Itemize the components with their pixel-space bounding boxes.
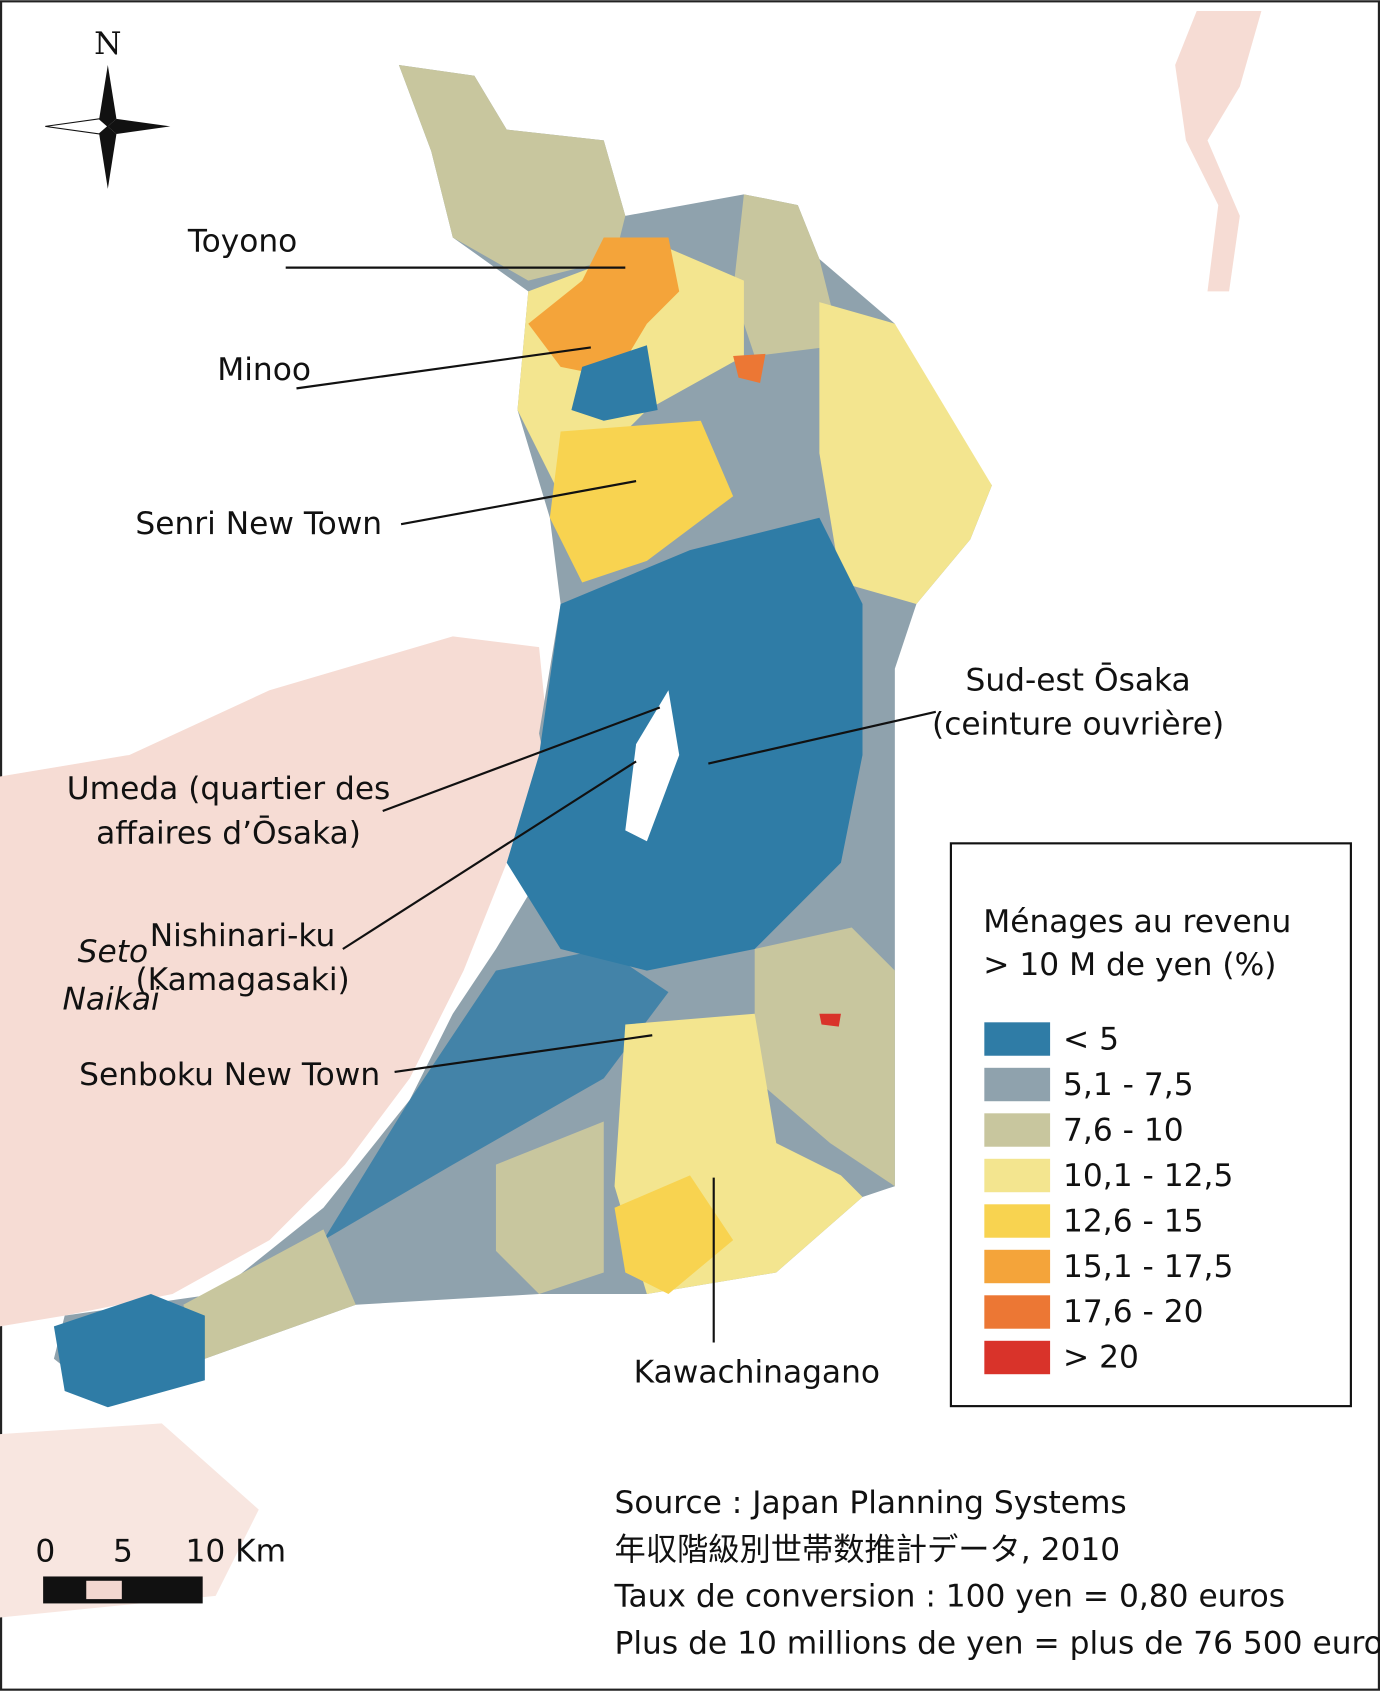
legend-label: 15,1 - 17,5 [1063,1249,1233,1285]
annotation: affaires d’Ōsaka) [96,813,361,851]
compass [45,64,171,189]
region [398,64,626,281]
scale-bar [43,1576,203,1604]
legend-swatch [984,1204,1051,1238]
annotation: (Kamagasaki) [135,962,349,998]
scale-label: 0 [35,1533,55,1569]
land-background [0,1423,259,1618]
scale-label: 5 [113,1533,133,1569]
gap [625,690,680,842]
legend-title: Ménages au revenu [983,904,1291,940]
region [819,302,992,604]
annotation: Senri New Town [135,506,382,542]
source-text: 年収階級別世帯数推計データ, 2010 [615,1532,1121,1568]
sea-label: Naikai [63,981,160,1017]
sea-label: Seto [78,934,148,970]
compass-label: N [94,26,121,62]
legend-swatch [984,1249,1051,1284]
legend-label: 5,1 - 7,5 [1063,1067,1194,1103]
legend-swatch [984,1158,1051,1193]
region [183,1229,356,1359]
annotation: Senboku New Town [79,1057,380,1093]
scale-label: 10 Km [185,1533,286,1569]
annotation: Toyono [187,223,297,259]
annotation: Sud-est Ōsaka [966,660,1191,698]
region [571,345,658,421]
region [528,237,680,378]
region [323,949,669,1241]
annotation: Umeda (quartier des [67,771,391,807]
region [754,927,895,1187]
source-text: Taux de conversion : 100 yen = 0,80 euro… [614,1579,1286,1615]
legend-label: < 5 [1063,1021,1119,1057]
annotation: Kawachinagano [634,1354,880,1390]
legend-swatch [984,1340,1051,1375]
annotation: (ceinture ouvrière) [932,706,1224,742]
region [733,353,766,383]
legend-label: > 20 [1063,1340,1139,1376]
land-background [0,636,550,1327]
legend-label: 10,1 - 12,5 [1063,1158,1233,1194]
region [733,194,841,357]
region [614,1175,734,1294]
legend-swatch [984,1022,1051,1056]
region [495,1121,604,1294]
legend-swatch [984,1067,1051,1102]
legend-title: > 10 M de yen (%) [983,947,1276,983]
annotation: Nishinari-ku [150,918,336,954]
annotation: Minoo [217,352,311,388]
region [53,1294,205,1408]
legend-label: 12,6 - 15 [1063,1203,1204,1239]
leader-lines [285,266,937,1343]
legend-swatch [984,1295,1051,1329]
region [506,517,863,971]
source-text: Source : Japan Planning Systems [615,1485,1127,1521]
legend-swatch [984,1113,1051,1147]
legend-label: 7,6 - 10 [1063,1112,1184,1148]
land-background [1175,11,1262,292]
legend-label: 17,6 - 20 [1063,1294,1204,1330]
region [819,1013,841,1027]
region [549,420,734,583]
source-text: Plus de 10 millions de yen = plus de 76 … [615,1626,1380,1662]
